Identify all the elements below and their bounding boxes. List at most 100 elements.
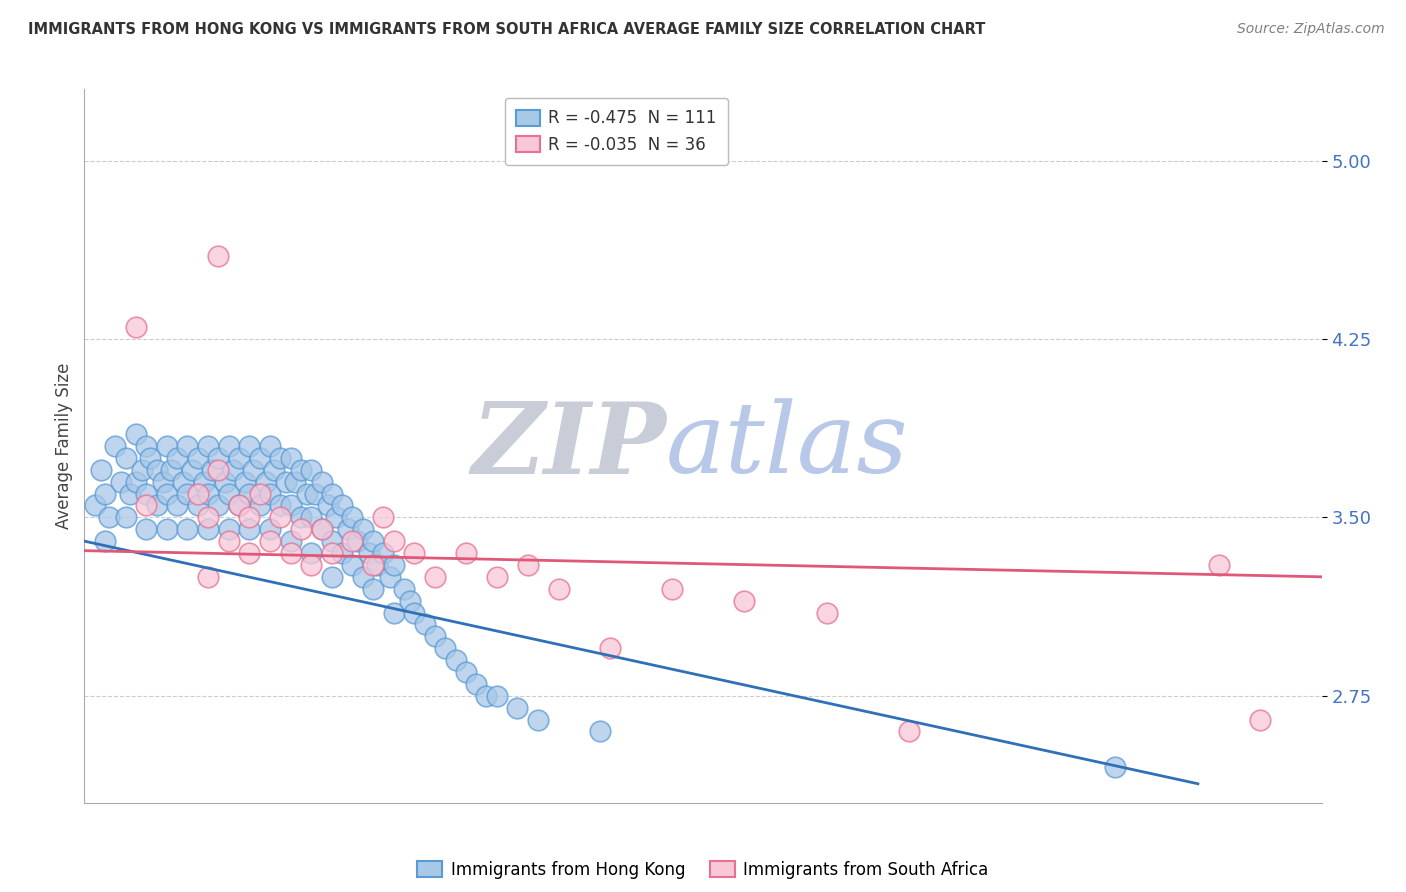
Point (118, 486, 141, 500)
Point (361, 582, 384, 596)
Point (218, 486, 240, 500)
Point (197, 522, 219, 536)
Text: atlas: atlas (666, 399, 908, 493)
Point (228, 499, 250, 513)
Point (104, 439, 127, 453)
Point (114, 510, 136, 524)
Point (321, 486, 343, 500)
Point (290, 510, 312, 524)
Point (506, 700, 529, 714)
Point (352, 522, 374, 536)
Point (218, 439, 240, 453)
Point (269, 510, 291, 524)
Point (399, 593, 422, 607)
Point (366, 558, 388, 572)
Point (135, 486, 157, 500)
Point (156, 522, 179, 536)
Text: Source: ZipAtlas.com: Source: ZipAtlas.com (1237, 22, 1385, 37)
Point (259, 534, 281, 549)
Point (83, 499, 105, 513)
Point (454, 665, 477, 679)
Point (475, 689, 498, 703)
Point (280, 499, 302, 513)
Point (321, 570, 343, 584)
Point (413, 617, 436, 632)
Y-axis label: Average Family Size: Average Family Size (55, 363, 73, 529)
Point (321, 534, 343, 549)
Point (330, 499, 353, 513)
Point (259, 486, 281, 500)
Point (249, 486, 271, 500)
Point (527, 713, 550, 727)
Point (176, 522, 198, 536)
Point (242, 463, 264, 477)
Point (465, 677, 488, 691)
Point (352, 570, 374, 584)
Point (454, 546, 477, 560)
Point (444, 653, 467, 667)
Point (382, 606, 405, 620)
Point (316, 499, 339, 513)
Point (1208, 558, 1230, 572)
Point (249, 499, 271, 513)
Point (125, 320, 148, 334)
Point (280, 450, 302, 465)
Point (290, 522, 312, 536)
Point (361, 558, 384, 572)
Point (661, 582, 683, 596)
Point (156, 439, 179, 453)
Point (207, 249, 229, 263)
Point (404, 606, 426, 620)
Point (337, 522, 360, 536)
Point (311, 522, 333, 536)
Point (1249, 713, 1271, 727)
Point (94, 534, 117, 549)
Point (135, 522, 157, 536)
Point (114, 450, 136, 465)
Point (187, 450, 209, 465)
Point (228, 499, 250, 513)
Point (434, 641, 457, 656)
Point (361, 534, 384, 549)
Point (290, 463, 312, 477)
Point (228, 450, 250, 465)
Point (152, 475, 174, 489)
Point (135, 499, 157, 513)
Point (346, 534, 368, 549)
Point (373, 510, 395, 524)
Point (218, 522, 240, 536)
Point (201, 463, 224, 477)
Point (342, 534, 364, 549)
Point (392, 582, 415, 596)
Point (90, 463, 112, 477)
Point (311, 475, 333, 489)
Point (197, 486, 219, 500)
Point (304, 486, 326, 500)
Point (166, 450, 188, 465)
Point (378, 570, 401, 584)
Point (233, 475, 256, 489)
Point (135, 439, 157, 453)
Point (176, 486, 198, 500)
Point (238, 522, 260, 536)
Point (547, 582, 569, 596)
Legend: Immigrants from Hong Kong, Immigrants from South Africa: Immigrants from Hong Kong, Immigrants fr… (409, 853, 997, 888)
Point (485, 570, 508, 584)
Point (330, 546, 353, 560)
Point (299, 558, 322, 572)
Point (733, 593, 755, 607)
Point (485, 689, 508, 703)
Point (1104, 760, 1126, 774)
Point (280, 534, 302, 549)
Point (898, 724, 921, 739)
Point (276, 475, 298, 489)
Point (516, 558, 538, 572)
Point (197, 510, 219, 524)
Point (269, 499, 291, 513)
Point (172, 475, 194, 489)
Point (373, 546, 395, 560)
Point (357, 546, 380, 560)
Point (284, 475, 307, 489)
Point (299, 546, 322, 560)
Point (259, 439, 281, 453)
